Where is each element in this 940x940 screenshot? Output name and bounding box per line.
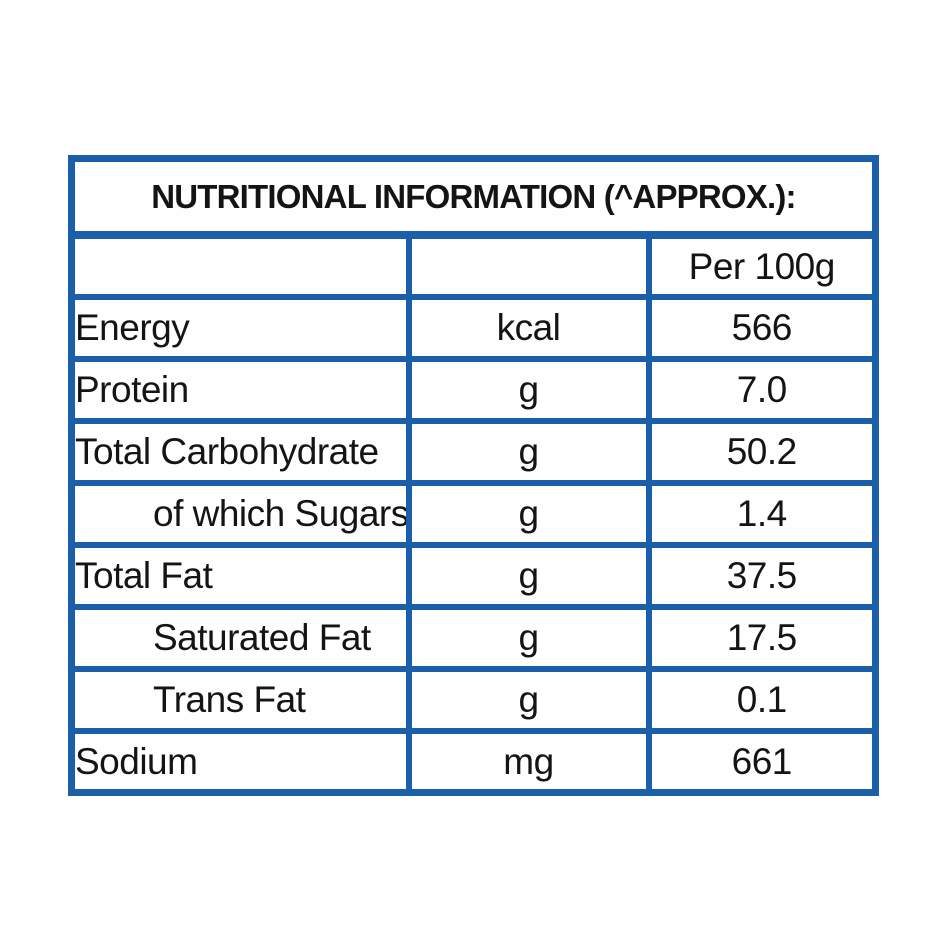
table-row: Protein g 7.0 — [68, 355, 879, 424]
column-header-nutrient — [68, 231, 412, 300]
nutrient-name: Saturated Fat — [68, 603, 412, 672]
nutrient-amount: 50.2 — [645, 417, 879, 486]
table-row: Per 100g — [68, 231, 879, 300]
table-row: of which Sugars g 1.4 — [68, 479, 879, 548]
nutrient-amount: 0.1 — [645, 665, 879, 734]
nutrient-unit: mg — [405, 727, 652, 796]
table-row: Energy kcal 566 — [68, 293, 879, 362]
table-row: Total Carbohydrate g 50.2 — [68, 417, 879, 486]
nutrient-name: Total Fat — [68, 541, 412, 610]
nutrient-amount: 1.4 — [645, 479, 879, 548]
column-header-unit — [405, 231, 652, 300]
nutrient-unit: g — [405, 603, 652, 672]
nutrition-table-title: NUTRITIONAL INFORMATION (^APPROX.): — [68, 155, 879, 239]
table-row: NUTRITIONAL INFORMATION (^APPROX.): — [68, 155, 879, 239]
nutrient-name: Sodium — [68, 727, 412, 796]
nutrient-name: of which Sugars — [68, 479, 412, 548]
table-row: Trans Fat g 0.1 — [68, 665, 879, 734]
nutrient-amount: 37.5 — [645, 541, 879, 610]
nutrient-unit: g — [405, 665, 652, 734]
nutrient-amount: 17.5 — [645, 603, 879, 672]
nutrient-name: Protein — [68, 355, 412, 424]
nutrient-unit: g — [405, 417, 652, 486]
nutrient-amount: 7.0 — [645, 355, 879, 424]
nutrient-name: Energy — [68, 293, 412, 362]
nutrition-table: NUTRITIONAL INFORMATION (^APPROX.): Per … — [68, 155, 879, 796]
table-row: Saturated Fat g 17.5 — [68, 603, 879, 672]
table-row: Sodium mg 661 — [68, 727, 879, 796]
nutrient-amount: 566 — [645, 293, 879, 362]
nutrient-unit: g — [405, 355, 652, 424]
nutrient-name: Trans Fat — [68, 665, 412, 734]
nutrient-unit: g — [405, 541, 652, 610]
nutrient-unit: g — [405, 479, 652, 548]
nutrient-name: Total Carbohydrate — [68, 417, 412, 486]
nutrient-amount: 661 — [645, 727, 879, 796]
table-row: Total Fat g 37.5 — [68, 541, 879, 610]
nutrient-unit: kcal — [405, 293, 652, 362]
column-header-per-100g: Per 100g — [645, 231, 879, 300]
